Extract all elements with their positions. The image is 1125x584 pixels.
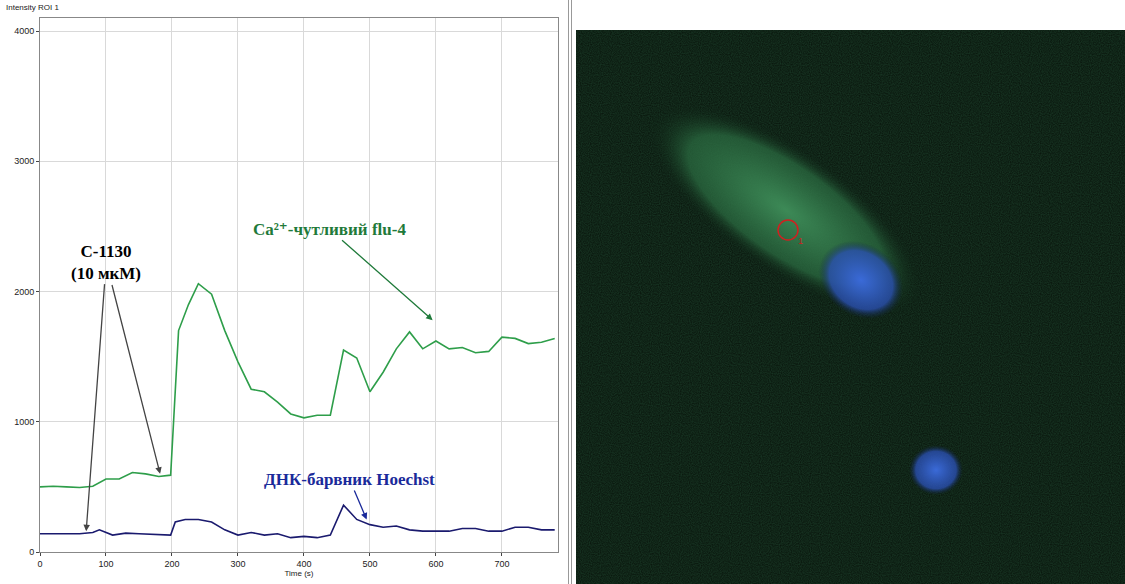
svg-text:300: 300 <box>230 559 245 569</box>
svg-text:700: 700 <box>494 559 509 569</box>
svg-text:Ca²⁺-чутливий flu-4: Ca²⁺-чутливий flu-4 <box>253 220 406 239</box>
svg-text:100: 100 <box>98 559 113 569</box>
svg-text:2000: 2000 <box>14 287 34 297</box>
svg-text:3000: 3000 <box>14 156 34 166</box>
svg-text:0: 0 <box>29 547 34 557</box>
svg-text:500: 500 <box>362 559 377 569</box>
svg-text:4000: 4000 <box>14 26 34 36</box>
svg-text:Time (s): Time (s) <box>284 569 313 578</box>
svg-text:400: 400 <box>296 559 311 569</box>
svg-text:1000: 1000 <box>14 417 34 427</box>
svg-text:C-1130(10 мкМ): C-1130(10 мкМ) <box>71 242 141 283</box>
svg-text:ДНК-барвник Hoechst: ДНК-барвник Hoechst <box>264 470 435 489</box>
svg-text:0: 0 <box>37 559 42 569</box>
svg-text:Intensity ROI 1: Intensity ROI 1 <box>6 3 59 12</box>
svg-text:1: 1 <box>798 236 803 246</box>
svg-text:600: 600 <box>428 559 443 569</box>
svg-text:200: 200 <box>164 559 179 569</box>
